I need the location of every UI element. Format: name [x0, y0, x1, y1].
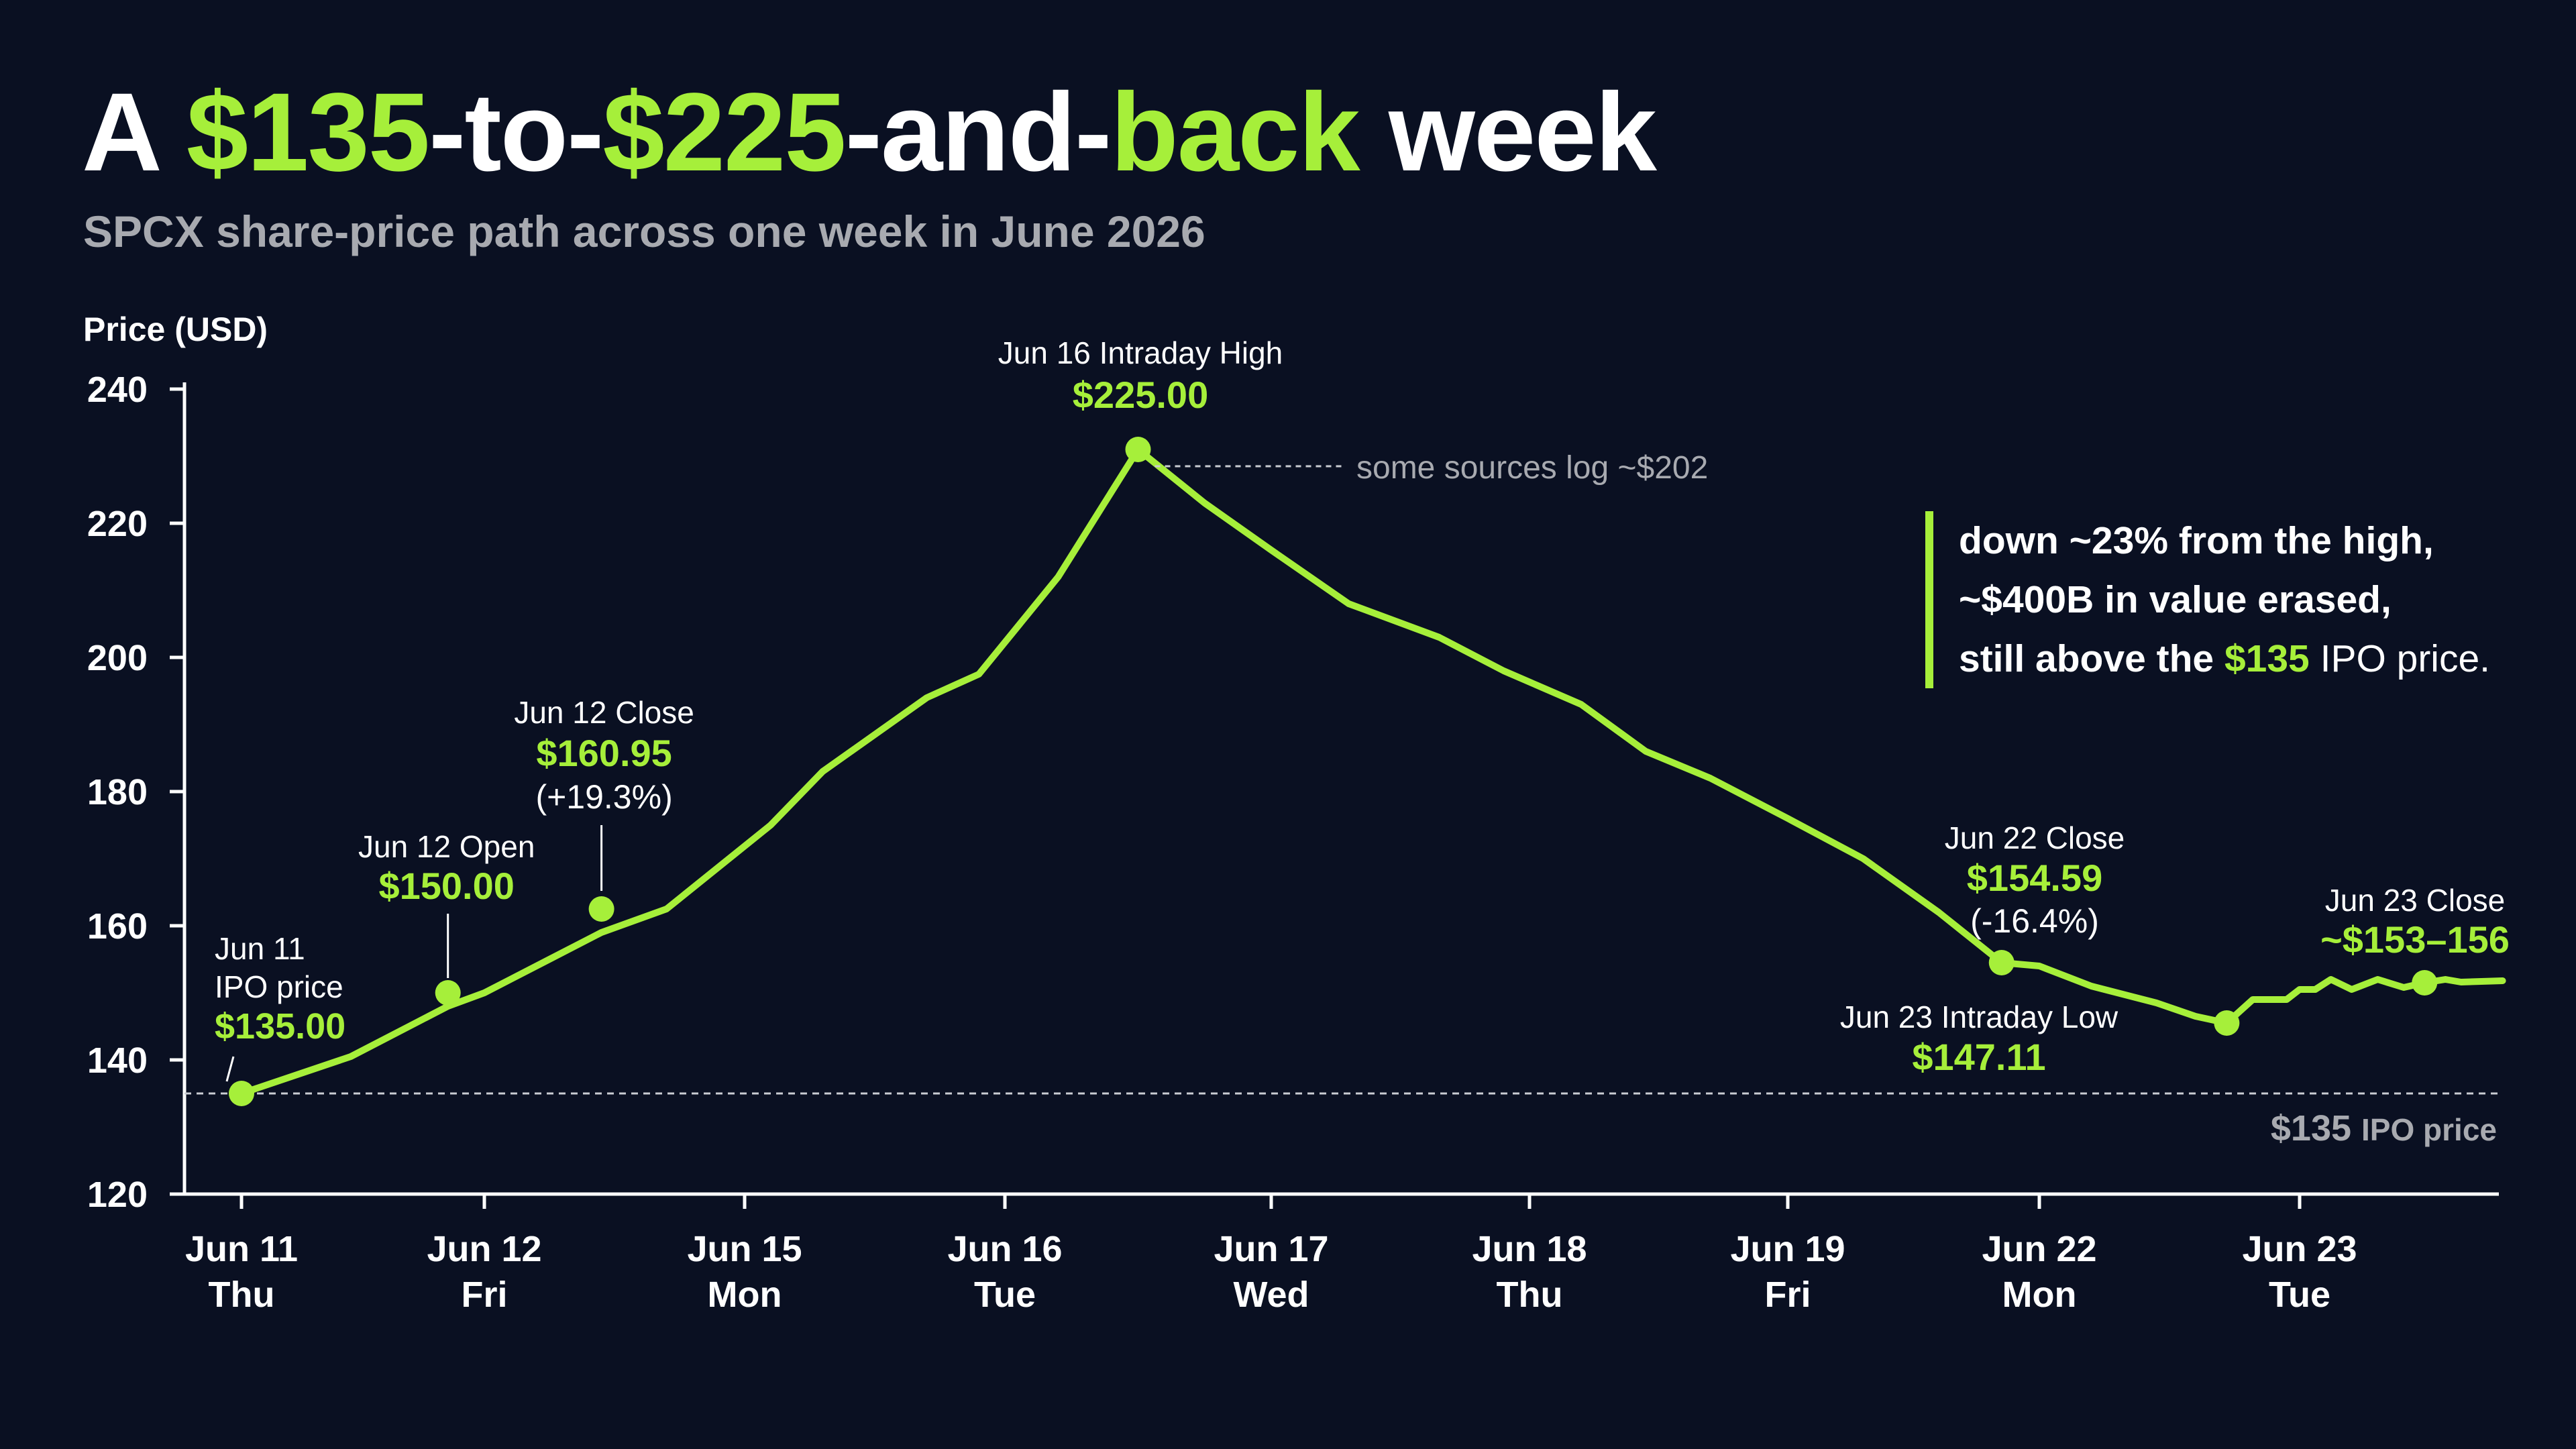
x-tick-day: Mon [708, 1275, 782, 1315]
ipo-line-label-value: $135 [2271, 1108, 2361, 1148]
callout-line-2: ~$400B in value erased, [1959, 578, 2392, 621]
x-tick-day: Mon [2002, 1275, 2077, 1315]
title-part-5: -and- [845, 70, 1112, 195]
title-part-6: back [1110, 70, 1360, 195]
title-part-1: A [82, 70, 186, 195]
jun23-close-label: Jun 23 Close [2325, 883, 2506, 918]
x-tick-date: Jun 16 [947, 1229, 1062, 1269]
x-tick-date: Jun 23 [2242, 1229, 2357, 1269]
summary-callout: down ~23% from the high, ~$400B in value… [1925, 511, 2490, 688]
peak-value: $225.00 [1073, 374, 1208, 416]
x-tick-day: Thu [1497, 1275, 1563, 1315]
callout-line-3: still above the $135 IPO price. [1959, 629, 2490, 688]
x-tick-date: Jun 18 [1472, 1229, 1587, 1269]
jun12-close-label: Jun 12 Close [514, 695, 694, 730]
x-tick-day: Thu [209, 1275, 275, 1315]
y-tick-label: 120 [87, 1175, 148, 1215]
y-tick-label: 140 [87, 1040, 148, 1081]
y-tick-label: 180 [87, 772, 148, 812]
peak-label: Jun 16 Intraday High [998, 335, 1283, 370]
ipo-line-label-text: IPO price [2361, 1112, 2497, 1147]
ipo-line-label: $135 IPO price [2271, 1108, 2497, 1148]
y-axis-label: Price (USD) [83, 311, 268, 348]
y-tick-label: 200 [87, 638, 148, 678]
chart-subtitle: SPCX share-price path across one week in… [83, 207, 1205, 256]
peak-note-label: some sources log ~$202 [1356, 450, 1708, 486]
title-part-3: -to- [429, 70, 604, 195]
x-tick-date: Jun 17 [1214, 1229, 1328, 1269]
ipo-leader-line [225, 1056, 235, 1082]
price-point [229, 1081, 254, 1106]
jun23-close-value: ~$153–156 [2320, 918, 2510, 961]
callout-line-3-pre: still above the [1959, 637, 2224, 680]
jun12-close-change: (+19.3%) [535, 778, 672, 816]
jun22-close-value: $154.59 [1967, 857, 2102, 899]
series-line [238, 446, 2506, 1097]
x-tick-day: Fri [461, 1275, 507, 1315]
jun12-close-value: $160.95 [536, 732, 672, 774]
price-point [1125, 437, 1151, 462]
price-series [238, 446, 2506, 1097]
jun23-low-label: Jun 23 Intraday Low [1840, 1000, 2118, 1034]
jun12-open-label: Jun 12 Open [358, 829, 535, 864]
y-axis: 240 220 200 180 160 140 120 [87, 370, 186, 1215]
x-tick-date: Jun 15 [687, 1229, 802, 1269]
x-tick-date: Jun 12 [427, 1229, 541, 1269]
x-tick-date: Jun 19 [1730, 1229, 1845, 1269]
ipo-reference-line: $135 IPO price [184, 1092, 2499, 1148]
jun23-low-value: $147.11 [1912, 1036, 2045, 1078]
callout-line-1: down ~23% from the high, [1959, 519, 2434, 562]
x-tick-day: Tue [2269, 1275, 2330, 1315]
ipo-annotation-value: $135.00 [215, 1006, 345, 1046]
jun12-open-value: $150.00 [378, 865, 514, 907]
callout-line-3-highlight: $135 [2224, 637, 2310, 680]
title-part-4: $225 [602, 70, 846, 195]
y-tick-label: 160 [87, 906, 148, 947]
ipo-annotation-label: IPO price [215, 969, 343, 1004]
price-point [1988, 950, 2015, 975]
price-point [2214, 1010, 2240, 1036]
x-axis: Jun 11 Thu Jun 12 Fri Jun 15 Mon Jun 16 Tue Jun … [184, 1192, 2499, 1315]
price-point [2412, 970, 2438, 996]
callout-line-3-post: IPO price. [2309, 637, 2491, 680]
x-tick-day: Wed [1233, 1275, 1309, 1315]
y-tick-label: 220 [87, 504, 148, 544]
price-markers [229, 437, 2438, 1106]
y-tick-label: 240 [87, 370, 148, 410]
title-part-7: week [1358, 70, 1657, 195]
price-point [435, 980, 461, 1006]
x-tick-date: Jun 22 [1982, 1229, 2096, 1269]
x-tick-day: Tue [974, 1275, 1036, 1315]
ipo-annotation-date: Jun 11 [215, 931, 305, 966]
jun22-close-change: (-16.4%) [1970, 902, 2099, 940]
jun22-close-label: Jun 22 Close [1945, 820, 2125, 855]
chart-title: A $135-to-$225-and-back week [82, 77, 1657, 189]
price-point [588, 896, 614, 922]
x-tick-day: Fri [1764, 1275, 1811, 1315]
x-tick-date: Jun 11 [185, 1229, 298, 1269]
title-part-2: $135 [186, 70, 430, 195]
